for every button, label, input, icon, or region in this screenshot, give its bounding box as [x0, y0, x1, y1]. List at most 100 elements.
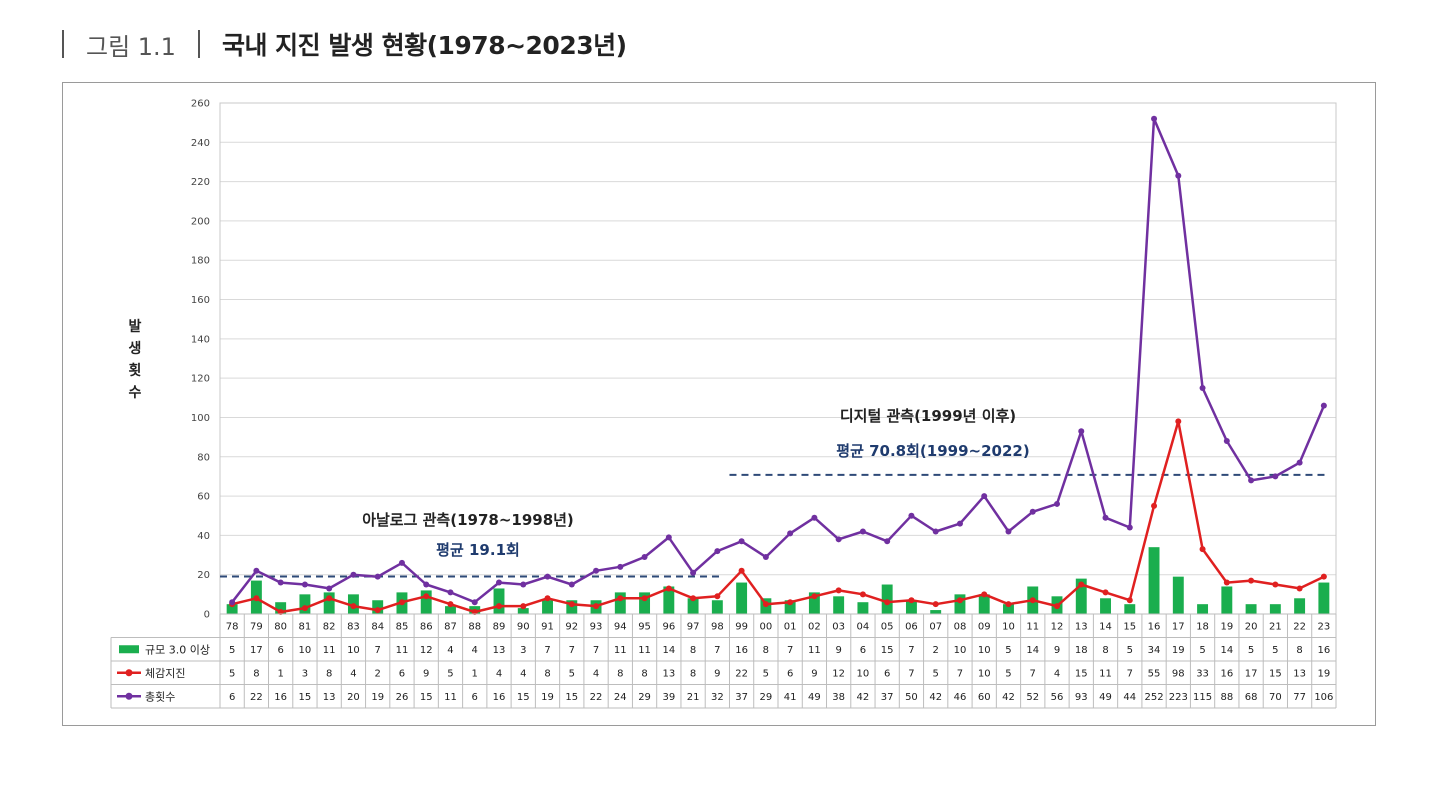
x-tick-label: 89	[493, 621, 506, 632]
x-tick-label: 86	[420, 621, 433, 632]
data-point	[1102, 514, 1109, 521]
annotation-title: 디지털 관측(1999년 이후)	[840, 407, 1016, 425]
figure-title: 국내 지진 발생 현황(1978~2023년)	[221, 31, 627, 60]
legend-label: 총횟수	[145, 690, 175, 703]
bar	[420, 590, 432, 614]
x-tick-label: 84	[371, 621, 384, 632]
table-cell: 8	[617, 668, 623, 679]
table-cell: 98	[1172, 668, 1185, 679]
data-point	[326, 595, 333, 602]
table-cell: 33	[1196, 668, 1209, 679]
table-cell: 11	[444, 692, 457, 703]
data-point	[496, 579, 502, 586]
table-cell: 16	[493, 692, 506, 703]
x-tick-label: 14	[1099, 621, 1112, 632]
bar	[978, 594, 990, 614]
data-point	[762, 601, 769, 608]
bar	[493, 588, 505, 614]
data-point	[520, 581, 527, 588]
bar	[1197, 604, 1209, 614]
table-cell: 15	[565, 692, 578, 703]
table-cell: 11	[638, 645, 651, 656]
table-cell: 77	[1293, 692, 1306, 703]
plot-area	[219, 102, 1337, 615]
bar	[663, 586, 675, 614]
table-cell: 37	[735, 692, 748, 703]
table-cell: 13	[323, 692, 336, 703]
table-cell: 4	[520, 668, 526, 679]
table-cell: 115	[1193, 692, 1212, 703]
table-cell: 4	[1054, 668, 1060, 679]
data-point	[908, 597, 915, 604]
table-cell: 15	[517, 692, 530, 703]
table-cell: 10	[978, 645, 991, 656]
table-cell: 32	[711, 692, 724, 703]
data-point	[1320, 402, 1327, 409]
y-axis-label: 횟	[129, 362, 142, 379]
table-cell: 5	[763, 668, 769, 679]
table-cell: 3	[302, 668, 308, 679]
series-line	[231, 117, 1326, 604]
data-point	[738, 567, 745, 574]
x-tick-label: 03	[832, 621, 845, 632]
data-point	[374, 607, 381, 614]
bar	[323, 592, 335, 614]
table-cell: 8	[690, 645, 696, 656]
bar	[1148, 547, 1160, 614]
x-tick-label: 82	[323, 621, 336, 632]
data-point	[471, 599, 478, 606]
y-axis-label: 발	[129, 318, 142, 335]
header-divider	[62, 30, 64, 58]
table-cell: 10	[299, 645, 312, 656]
data-point	[956, 520, 963, 527]
table-cell: 16	[1220, 668, 1233, 679]
table-cell: 4	[350, 668, 356, 679]
data-point	[1151, 115, 1158, 122]
table-cell: 42	[929, 692, 942, 703]
table-cell: 6	[472, 692, 478, 703]
bar	[1269, 604, 1281, 614]
bar	[1075, 578, 1087, 614]
table-cell: 5	[933, 668, 939, 679]
table-cell: 16	[274, 692, 287, 703]
data-point	[1248, 577, 1255, 584]
y-tick-label: 120	[191, 374, 210, 385]
x-tick-label: 81	[299, 621, 312, 632]
table-cell: 49	[1099, 692, 1112, 703]
data-point	[398, 559, 405, 566]
y-tick-label: 260	[191, 99, 210, 110]
data-point	[374, 573, 381, 580]
data-point	[1175, 172, 1182, 179]
table-cell: 15	[1075, 668, 1088, 679]
table-cell: 7	[957, 668, 963, 679]
bar	[808, 592, 820, 614]
data-point	[884, 599, 891, 606]
x-tick-label: 06	[905, 621, 918, 632]
table-cell: 106	[1314, 692, 1333, 703]
data-point	[738, 538, 745, 545]
legend-marker	[125, 692, 133, 700]
table-cell: 8	[1296, 645, 1302, 656]
data-point	[981, 493, 988, 500]
x-tick-label: 88	[468, 621, 481, 632]
legend-marker	[125, 669, 133, 677]
bar	[905, 600, 917, 614]
table-cell: 22	[590, 692, 603, 703]
bar	[1124, 604, 1136, 614]
chart-frame: 0 20 40 60 80 100 120 140 160 180 200 220 240 260 발 생 횟 수…	[62, 82, 1376, 726]
data-point	[1151, 502, 1158, 509]
data-point	[350, 603, 357, 610]
table-cell: 55	[1148, 668, 1161, 679]
table-cell: 12	[420, 645, 433, 656]
table-cell: 68	[1245, 692, 1258, 703]
table-cell: 6	[277, 645, 283, 656]
bar	[930, 610, 942, 614]
table-cell: 42	[1002, 692, 1015, 703]
x-tick-label: 80	[274, 621, 287, 632]
data-point	[593, 567, 600, 574]
data-point	[714, 593, 721, 600]
x-tick-label: 16	[1148, 621, 1161, 632]
y-tick-label: 80	[197, 452, 210, 463]
table-cell: 14	[1026, 645, 1039, 656]
data-point	[544, 595, 551, 602]
